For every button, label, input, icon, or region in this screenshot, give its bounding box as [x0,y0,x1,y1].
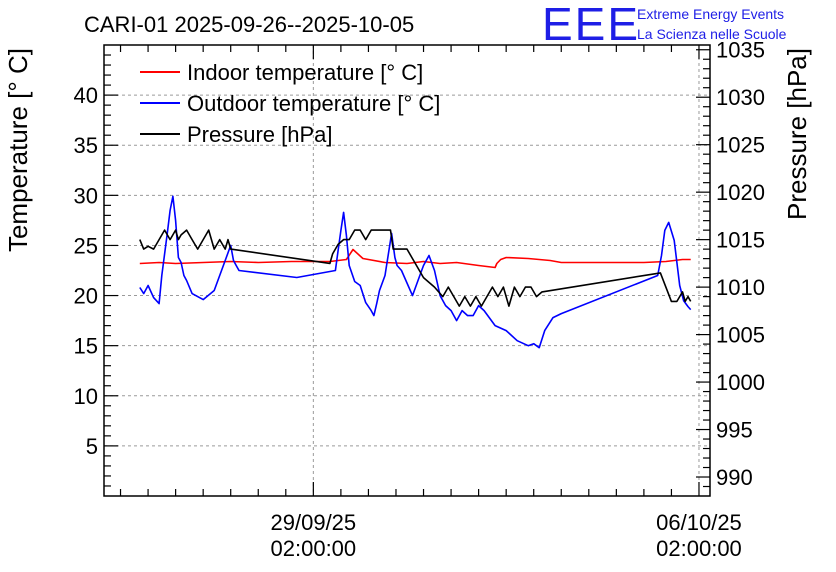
y-tick-label: 35 [74,133,98,158]
legend: Indoor temperature [° C] Outdoor temperat… [140,60,440,147]
series-layer [139,195,692,349]
y2-tick-label: 1035 [716,38,765,63]
series-line-3 [139,229,692,307]
plot-frame [103,44,711,497]
y2-tick-label: 1005 [716,323,765,348]
y2-tick-label: 995 [716,418,753,443]
eee-logo: EEE Extreme Energy Events La Scienza nel… [542,0,787,50]
y-tick-label: 5 [86,434,98,459]
logo-line-2: La Scienza nelle Scuole [637,26,787,42]
legend-label-3: Pressure [hPa] [187,122,333,147]
series-line-1 [139,248,691,269]
x-tick-time: 02:00:00 [656,536,742,561]
legend-label-2: Outdoor temperature [° C] [187,91,440,116]
series-line-2 [139,195,692,349]
y2-tick-label: 990 [716,465,753,490]
y2-tick-label: 1015 [716,228,765,253]
x-tick-time: 02:00:00 [271,536,357,561]
y2-tick-label: 1010 [716,275,765,300]
y-tick-label: 25 [74,233,98,258]
y-tick-label: 10 [74,384,98,409]
logo-mark: EEE [542,0,640,50]
y2-tick-label: 1020 [716,180,765,205]
axis-layer: 5101520253035409909951000100510101015102… [74,38,765,561]
y2-tick-label: 1030 [716,85,765,110]
y-tick-label: 40 [74,83,98,108]
y-tick-label: 20 [74,284,98,309]
y-tick-label: 15 [74,334,98,359]
x-tick-date: 06/10/25 [656,510,742,535]
y-tick-label: 30 [74,183,98,208]
y2-tick-label: 1025 [716,133,765,158]
y-axis-title: Temperature [° C] [3,48,33,252]
chart-title: CARI-01 2025-09-26--2025-10-05 [84,12,414,37]
y2-axis-title: Pressure [hPa] [782,48,812,220]
legend-label-1: Indoor temperature [° C] [187,60,423,85]
x-tick-date: 29/09/25 [271,510,357,535]
y2-tick-label: 1000 [716,370,765,395]
logo-line-1: Extreme Energy Events [637,6,784,22]
